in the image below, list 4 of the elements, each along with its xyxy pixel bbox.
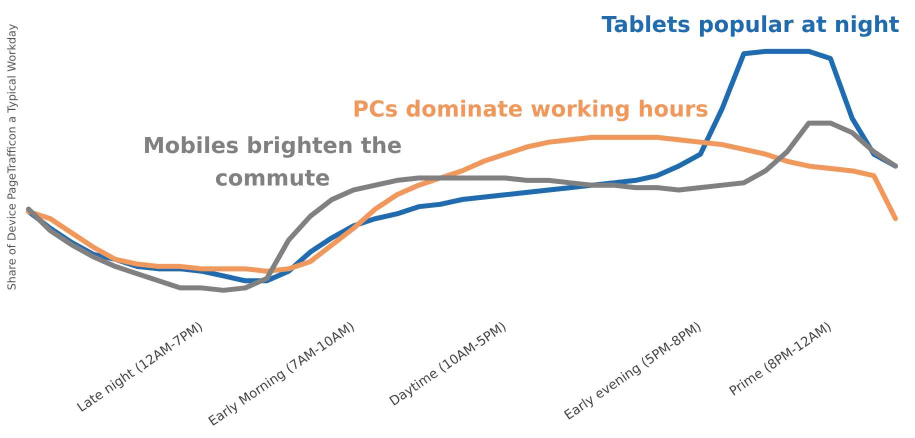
text: Tablets popular at night — [602, 13, 900, 38]
y-axis-title: Share of Device PageTrafficon a Typical Workday — [6, 23, 18, 290]
annotation: Mobiles brighten the commute — [143, 134, 402, 192]
annotation: PCs dominate working hours — [352, 97, 708, 122]
